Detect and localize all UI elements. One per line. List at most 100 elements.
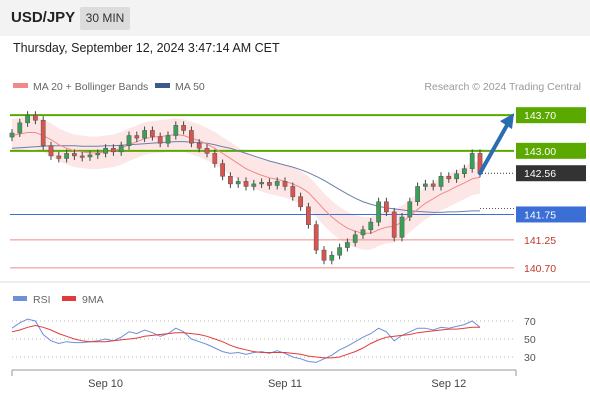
- candle: [103, 144, 108, 158]
- candle-body: [173, 125, 179, 136]
- level-143-00-label: 143.00: [524, 146, 556, 158]
- trend-arrow-head: [500, 113, 514, 130]
- candle: [360, 225, 366, 239]
- candle: [454, 169, 459, 183]
- candle: [9, 129, 15, 142]
- level-143-70-label: 143.70: [524, 110, 556, 122]
- candle-body: [212, 153, 218, 164]
- candle-body: [360, 229, 366, 236]
- rsi-tick-label: 30: [524, 352, 536, 364]
- candle: [376, 197, 381, 227]
- candle: [196, 139, 202, 153]
- candle-body: [345, 242, 350, 248]
- rsi-ma-line: [11, 324, 480, 359]
- candle: [423, 179, 428, 191]
- candle-body: [267, 182, 272, 186]
- candle: [118, 141, 124, 156]
- candle-body: [196, 142, 202, 149]
- rsi-tick-label: 50: [524, 334, 536, 346]
- candle: [384, 197, 389, 216]
- x-axis: Sep 10 Sep 11 Sep 12: [11, 369, 517, 390]
- candle-body: [243, 181, 249, 187]
- candle-body: [438, 176, 444, 187]
- candle-body: [391, 211, 397, 238]
- candle: [17, 118, 23, 138]
- candle-body: [399, 216, 405, 238]
- candle-body: [298, 196, 303, 208]
- level-141-75-label: 141.75: [524, 209, 556, 221]
- ma50-legend-label: MA 50: [175, 81, 205, 93]
- candle-body: [87, 154, 93, 158]
- candle: [33, 111, 38, 125]
- x-tick-label: Sep 12: [431, 378, 466, 390]
- rsi-legend: RSI 9MA: [13, 294, 104, 306]
- level-tags: 143.70 143.00 142.56 141.75 141.25 140.70: [516, 107, 586, 275]
- level-142-56-tag: [516, 165, 586, 182]
- candle: [189, 126, 194, 148]
- ma50-legend-swatch: [155, 83, 170, 88]
- candle: [368, 218, 374, 234]
- candle-body: [454, 173, 459, 180]
- bollinger-legend-swatch: [13, 83, 28, 88]
- rsi-legend-label: RSI: [33, 294, 51, 306]
- candle: [462, 164, 467, 178]
- candle: [165, 131, 171, 148]
- candle: [204, 144, 210, 158]
- candle-body: [204, 148, 210, 154]
- candle: [391, 207, 397, 242]
- rsi-panel: 70 50 30: [11, 316, 536, 364]
- candle: [243, 177, 249, 191]
- timestamp: Thursday, September 12, 2024 3:47:14 AM …: [13, 41, 280, 55]
- candle: [290, 182, 296, 201]
- candle-body: [150, 130, 155, 137]
- candle: [56, 151, 62, 163]
- ma50-line: [11, 141, 480, 213]
- candle: [469, 149, 475, 173]
- candle-body: [48, 145, 54, 157]
- candle-body: [228, 176, 233, 185]
- candle-body: [368, 221, 374, 230]
- candle: [321, 246, 327, 265]
- candle-body: [306, 206, 311, 225]
- candle-body: [376, 201, 381, 223]
- candle-body: [446, 176, 452, 180]
- candle-body: [79, 155, 85, 158]
- interval-button[interactable]: 30 MIN: [80, 7, 130, 30]
- level-141-25-label: 141.25: [524, 235, 556, 247]
- candle-body: [126, 135, 132, 146]
- candle-body: [313, 224, 319, 251]
- candle: [150, 126, 155, 141]
- candle: [157, 132, 163, 148]
- trend-arrow: [478, 113, 514, 176]
- level-142-56-label: 142.56: [524, 168, 556, 180]
- candle-body: [423, 183, 428, 187]
- chart-legend: MA 20 + Bollinger Bands MA 50 Research ©…: [13, 81, 581, 93]
- candle: [235, 177, 241, 188]
- candle: [87, 150, 93, 161]
- candle-body: [235, 181, 241, 185]
- candle-body: [469, 153, 475, 169]
- candle: [79, 151, 85, 162]
- candle-body: [72, 153, 77, 157]
- candle: [228, 172, 233, 188]
- rsi-legend-swatch: [13, 296, 27, 301]
- candle-body: [157, 136, 163, 144]
- candle-body: [274, 181, 280, 186]
- candle-body: [95, 153, 101, 156]
- header-bar: USD/JPY 30 MIN: [0, 0, 590, 36]
- candle: [259, 178, 264, 188]
- candle: [212, 149, 218, 168]
- rsi-tick-label: 70: [524, 316, 536, 328]
- level-143-70-tag: [516, 107, 586, 124]
- candle: [40, 116, 46, 150]
- candle: [407, 197, 413, 222]
- candle: [134, 131, 140, 143]
- instrument-title: USD/JPY: [11, 9, 76, 26]
- candle-body: [337, 247, 342, 256]
- bollinger-legend-label: MA 20 + Bollinger Bands: [33, 81, 148, 93]
- candle: [345, 238, 350, 252]
- candle-body: [111, 148, 116, 153]
- candle: [438, 172, 444, 191]
- candle: [329, 251, 335, 265]
- x-tick-label: Sep 11: [268, 378, 302, 390]
